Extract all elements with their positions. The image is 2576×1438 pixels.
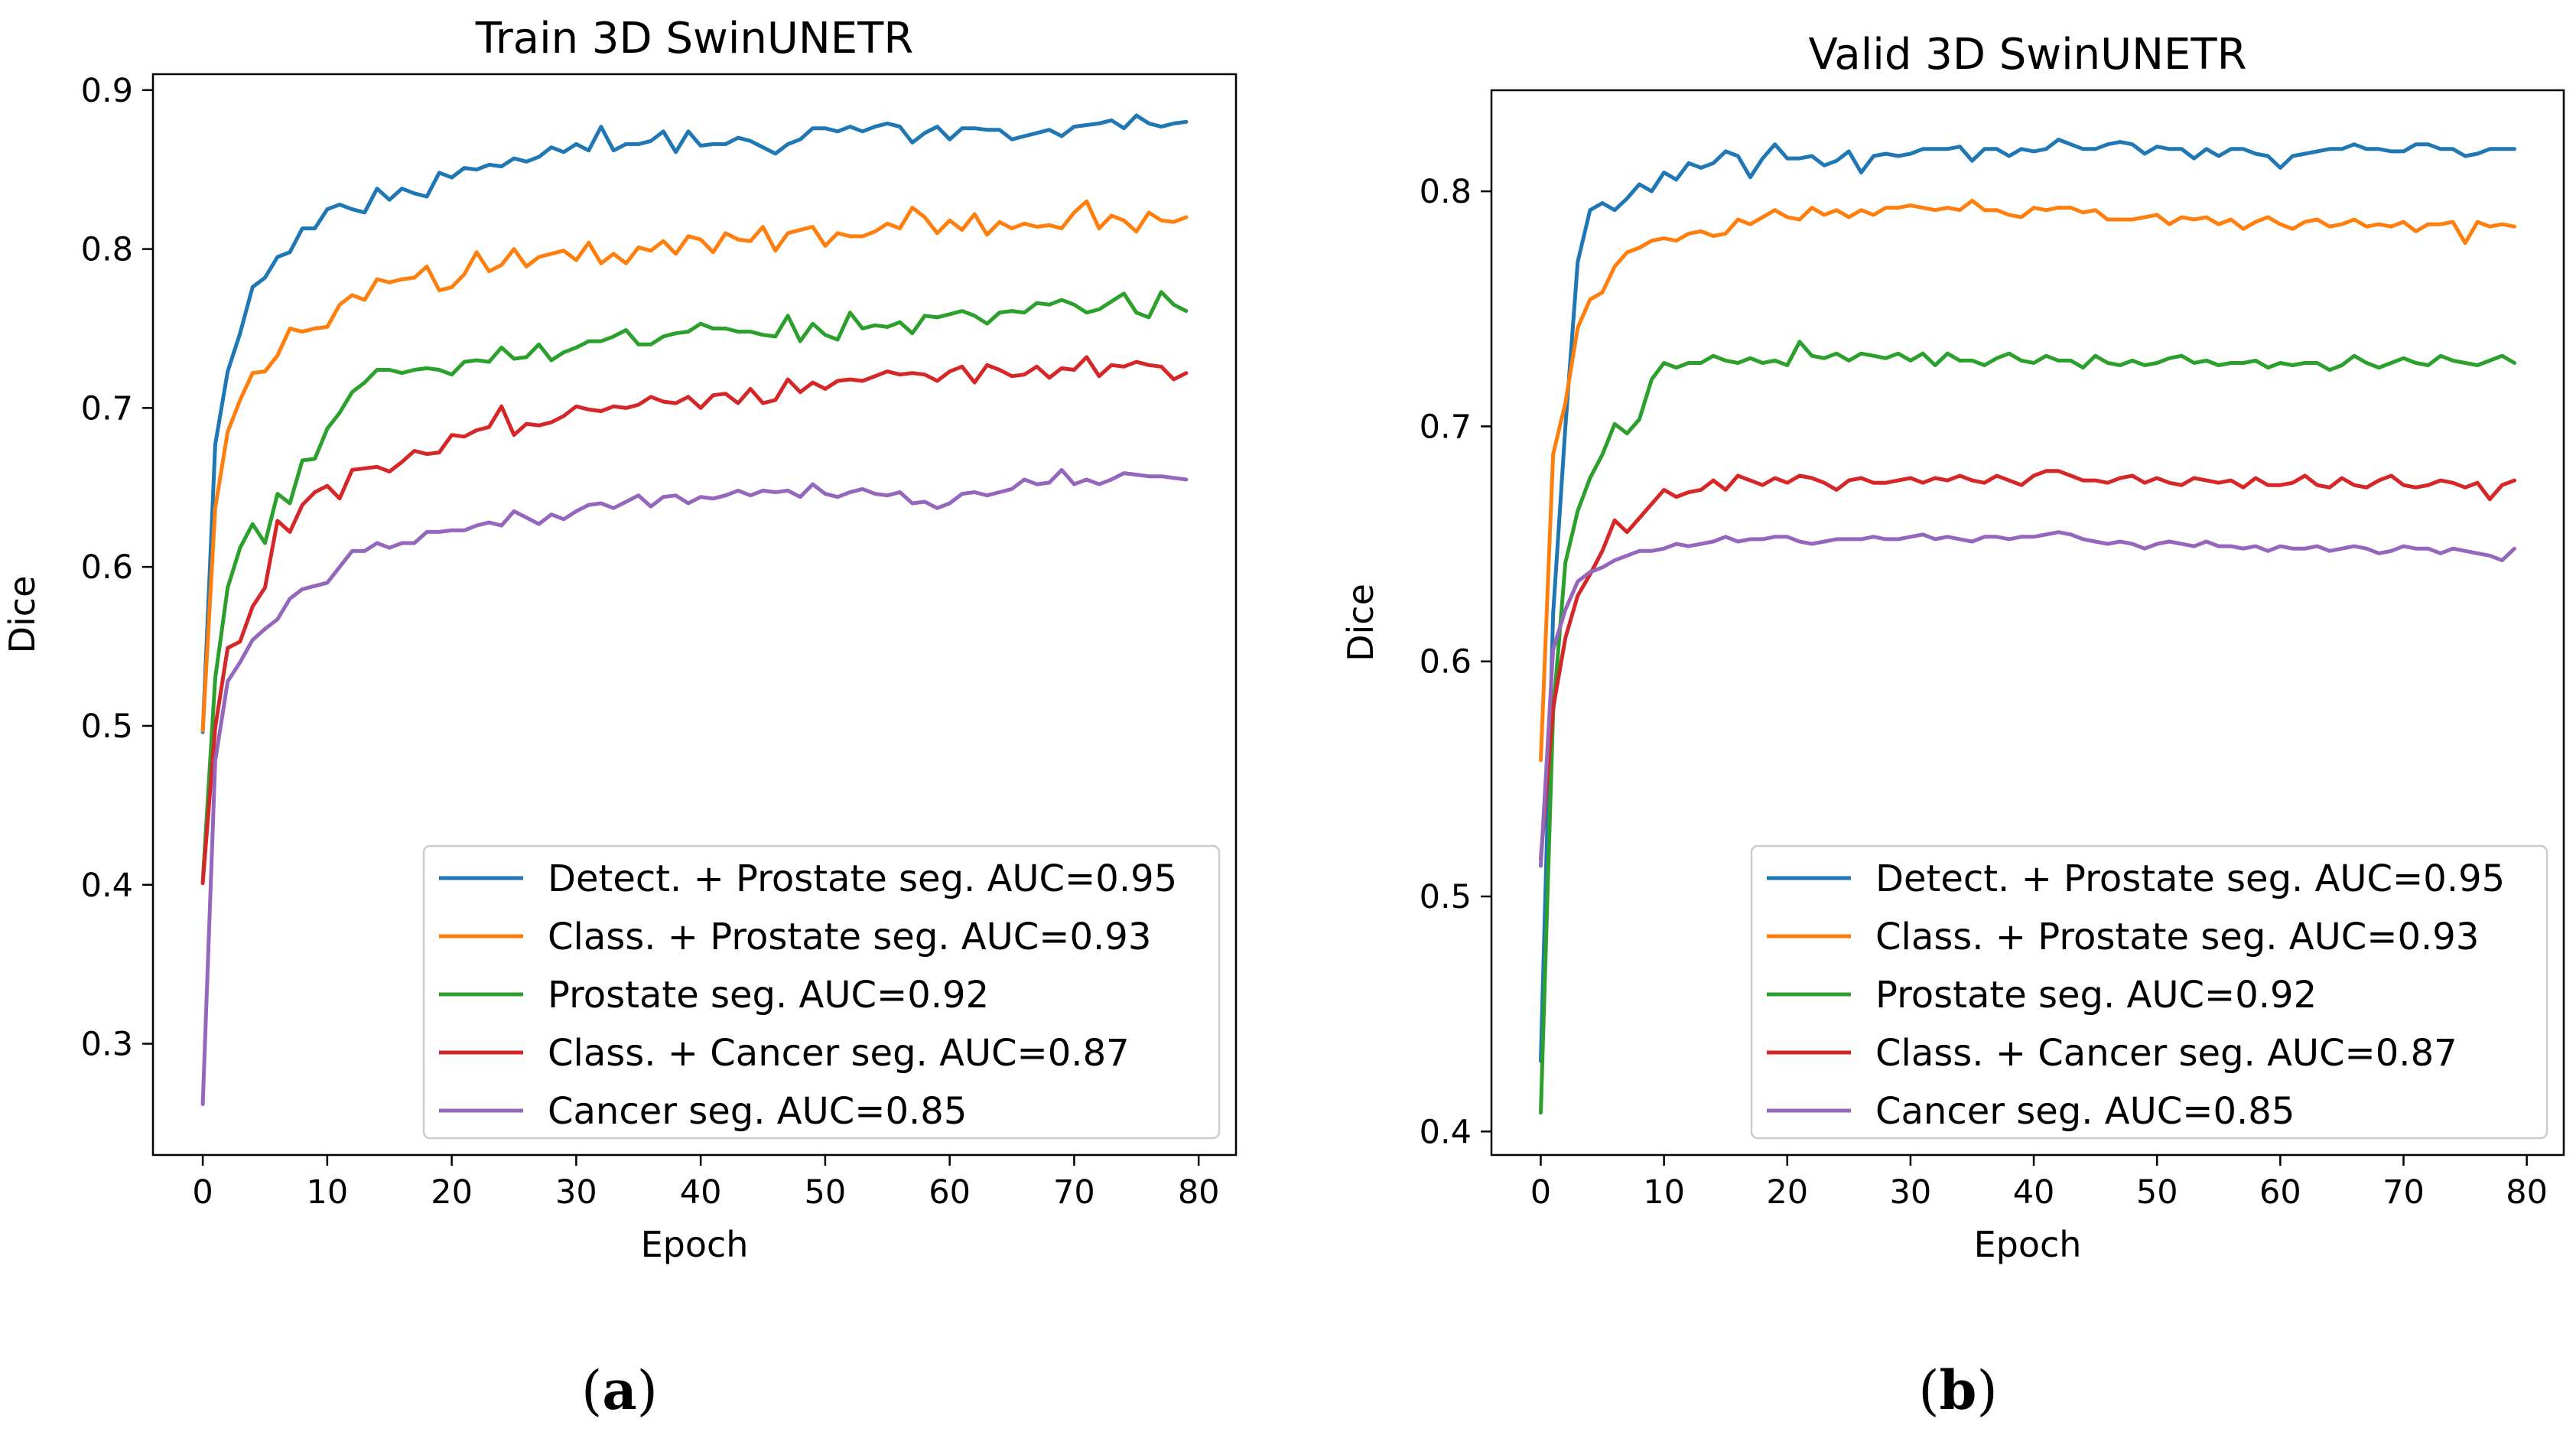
series-line-detect-prostate xyxy=(200,113,1189,734)
y-tick-label: 0.9 xyxy=(81,72,133,110)
y-axis-label: Dice xyxy=(2,576,43,654)
y-tick-label: 0.4 xyxy=(81,867,133,905)
legend-label: Prostate seg. AUC=0.92 xyxy=(1875,974,2317,1017)
x-tick-label: 10 xyxy=(307,1173,349,1212)
panel-caption: (b) xyxy=(1918,1358,1998,1422)
chart-panel-train: Train 3D SwinUNETR 0 10 20 30 40 50 60 70 80 0.3 0.… xyxy=(2,14,1238,1422)
y-tick-label: 0.7 xyxy=(81,389,133,428)
panel-caption: (a) xyxy=(581,1358,658,1422)
series-line-cancer xyxy=(1539,530,2516,868)
chart-panel-valid: Valid 3D SwinUNETR 0 10 20 30 40 50 60 70 80 0.4 0.… xyxy=(1340,30,2565,1422)
x-tick-label: 50 xyxy=(2136,1173,2178,1212)
legend-label: Detect. + Prostate seg. AUC=0.95 xyxy=(548,857,1177,900)
y-tick-label: 0.3 xyxy=(81,1026,133,1064)
x-tick-label: 60 xyxy=(929,1173,971,1212)
legend: Detect. + Prostate seg. AUC=0.95 Class. +… xyxy=(422,844,1221,1140)
x-axis-label: Epoch xyxy=(1974,1224,2082,1265)
chart-title: Train 3D SwinUNETR xyxy=(475,14,914,63)
legend-label: Detect. + Prostate seg. AUC=0.95 xyxy=(1875,857,2505,900)
legend-label: Class. + Prostate seg. AUC=0.93 xyxy=(548,916,1151,958)
legend-label: Prostate seg. AUC=0.92 xyxy=(548,974,989,1017)
y-tick-label: 0.5 xyxy=(1420,878,1472,916)
x-tick-label: 70 xyxy=(2382,1173,2425,1212)
y-tick-label: 0.6 xyxy=(81,548,133,587)
y-tick-label: 0.8 xyxy=(1420,173,1472,211)
chart-title: Valid 3D SwinUNETR xyxy=(1808,30,2246,80)
legend: Detect. + Prostate seg. AUC=0.95 Class. +… xyxy=(1750,844,2548,1140)
x-tick-label: 0 xyxy=(192,1173,213,1212)
series-line-prostate xyxy=(1539,340,2516,1115)
series-line-prostate xyxy=(200,290,1189,884)
series-line-cancer xyxy=(200,467,1189,1106)
x-tick-label: 0 xyxy=(1530,1173,1551,1212)
series-line-detect-prostate xyxy=(1539,138,2516,1063)
x-tick-label: 30 xyxy=(555,1173,597,1212)
series-line-class-cancer xyxy=(200,355,1189,886)
y-axis-label: Dice xyxy=(1340,584,1381,662)
x-tick-label: 20 xyxy=(431,1173,473,1212)
legend-label: Class. + Prostate seg. AUC=0.93 xyxy=(1875,916,2479,958)
legend-label: Class. + Cancer seg. AUC=0.87 xyxy=(548,1032,1130,1075)
x-axis-label: Epoch xyxy=(641,1224,749,1265)
series-line-class-prostate xyxy=(200,199,1189,733)
series-line-class-cancer xyxy=(1539,469,2516,861)
x-tick-label: 80 xyxy=(1178,1173,1220,1212)
x-tick-label: 60 xyxy=(2259,1173,2301,1212)
plot-frame xyxy=(1490,89,2565,1157)
legend-box xyxy=(1750,844,2548,1140)
x-tick-label: 30 xyxy=(1890,1173,1932,1212)
legend-label: Cancer seg. AUC=0.85 xyxy=(548,1090,967,1133)
plot-frame xyxy=(151,73,1238,1157)
x-tick-label: 10 xyxy=(1643,1173,1685,1212)
legend-label: Cancer seg. AUC=0.85 xyxy=(1875,1090,2295,1133)
legend-box xyxy=(422,844,1221,1140)
y-tick-label: 0.7 xyxy=(1420,408,1472,446)
y-tick-label: 0.4 xyxy=(1420,1113,1472,1151)
y-tick-label: 0.5 xyxy=(81,708,133,746)
x-tick-label: 80 xyxy=(2506,1173,2548,1212)
x-tick-label: 40 xyxy=(680,1173,722,1212)
x-tick-label: 70 xyxy=(1053,1173,1095,1212)
legend-label: Class. + Cancer seg. AUC=0.87 xyxy=(1875,1032,2457,1075)
y-tick-label: 0.6 xyxy=(1420,643,1472,682)
x-tick-label: 20 xyxy=(1766,1173,1808,1212)
x-tick-label: 40 xyxy=(2013,1173,2055,1212)
series-line-class-prostate xyxy=(1539,198,2516,763)
x-tick-label: 50 xyxy=(805,1173,847,1212)
y-tick-label: 0.8 xyxy=(81,231,133,269)
